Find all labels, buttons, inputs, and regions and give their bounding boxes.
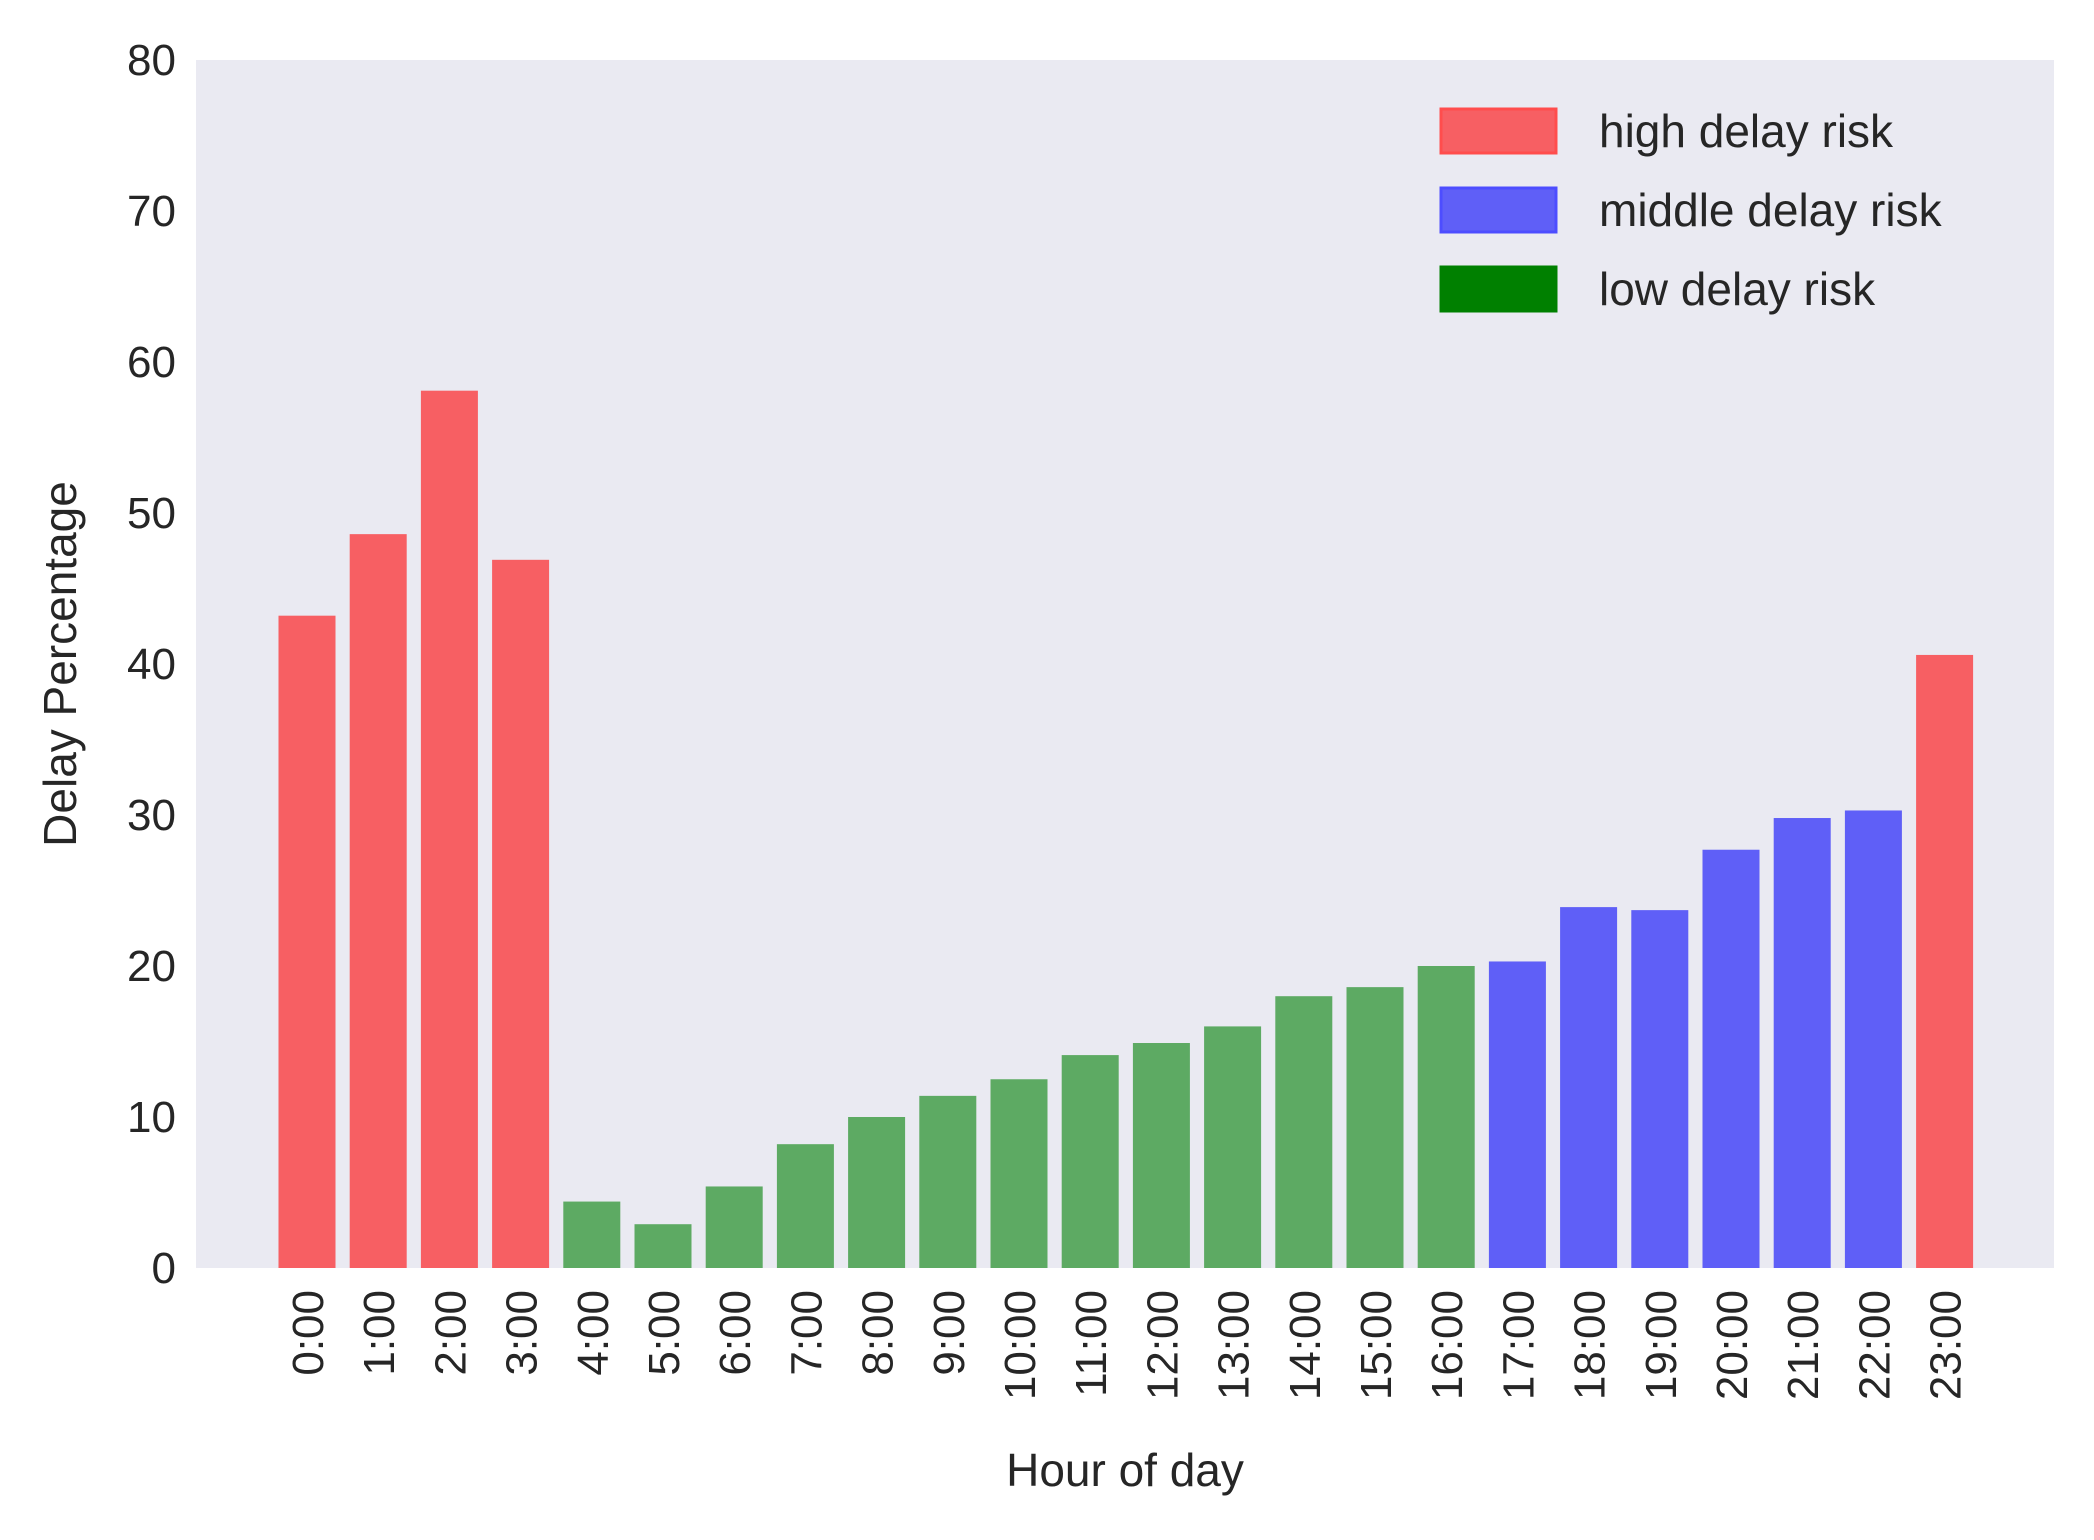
x-tick-label: 7:00 (782, 1290, 831, 1376)
bar-1-00 (349, 534, 407, 1268)
y-axis-ticks: 0 10 20 30 40 50 60 70 80 (127, 36, 176, 1293)
y-tick-label: 10 (127, 1093, 176, 1142)
legend-swatch-middle (1439, 186, 1558, 234)
bar-4-00 (563, 1201, 621, 1268)
x-tick-label: 5:00 (640, 1290, 689, 1376)
x-tick-label: 4:00 (569, 1290, 618, 1376)
bar-5-00 (634, 1224, 692, 1268)
x-tick-label: 13:00 (1210, 1290, 1259, 1400)
y-axis-label: Delay Percentage (34, 481, 86, 847)
bar-9-00 (919, 1095, 977, 1268)
bar-11-00 (1061, 1055, 1119, 1268)
bar-21-00 (1773, 818, 1831, 1268)
legend-label-high: high delay risk (1599, 105, 1894, 157)
legend-swatch-low (1439, 265, 1558, 313)
x-tick-label: 2:00 (426, 1290, 475, 1376)
x-tick-label: 8:00 (854, 1290, 903, 1376)
x-axis-ticks: 0:00 1:00 2:00 3:00 4:00 5:00 6:00 7:00 8:00 9:00… (284, 1290, 1971, 1400)
bar-23-00 (1916, 654, 1974, 1268)
x-tick-label: 3:00 (498, 1290, 547, 1376)
x-tick-label: 19:00 (1637, 1290, 1686, 1400)
x-tick-label: 21:00 (1779, 1290, 1828, 1400)
y-tick-label: 60 (127, 338, 176, 387)
bar-19-00 (1631, 910, 1689, 1268)
x-tick-label: 11:00 (1067, 1290, 1116, 1397)
x-tick-label: 16:00 (1423, 1290, 1472, 1400)
bar-7-00 (776, 1144, 834, 1268)
x-tick-label: 20:00 (1708, 1290, 1757, 1400)
x-tick-label: 23:00 (1922, 1290, 1971, 1400)
x-tick-label: 18:00 (1566, 1290, 1615, 1400)
y-tick-label: 0 (152, 1244, 176, 1293)
legend-label-low: low delay risk (1599, 263, 1876, 315)
legend-label-middle: middle delay risk (1599, 184, 1943, 236)
y-tick-label: 80 (127, 36, 176, 85)
x-tick-label: 15:00 (1352, 1290, 1401, 1400)
bar-17-00 (1488, 961, 1546, 1268)
y-tick-label: 40 (127, 640, 176, 689)
bar-3-00 (492, 559, 550, 1268)
x-tick-label: 9:00 (925, 1290, 974, 1376)
bar-18-00 (1560, 907, 1618, 1268)
x-tick-label: 17:00 (1494, 1290, 1543, 1400)
x-tick-label: 10:00 (996, 1290, 1045, 1400)
legend-swatch-high (1439, 107, 1558, 155)
bar-13-00 (1204, 1026, 1262, 1268)
x-tick-label: 12:00 (1138, 1290, 1187, 1400)
x-tick-label: 0:00 (284, 1290, 333, 1376)
bar-0-00 (278, 615, 336, 1268)
bar-15-00 (1346, 987, 1404, 1268)
bar-20-00 (1702, 849, 1760, 1268)
bar-12-00 (1132, 1043, 1190, 1268)
y-tick-label: 50 (127, 489, 176, 538)
y-tick-label: 30 (127, 791, 176, 840)
bar-16-00 (1417, 966, 1475, 1268)
x-tick-label: 1:00 (355, 1290, 404, 1376)
bar-10-00 (990, 1079, 1048, 1268)
bar-2-00 (420, 390, 478, 1268)
bar-22-00 (1844, 810, 1902, 1268)
bars-group (278, 390, 1974, 1268)
y-tick-label: 70 (127, 187, 176, 236)
y-tick-label: 20 (127, 942, 176, 991)
bar-14-00 (1275, 996, 1333, 1268)
x-tick-label: 14:00 (1281, 1290, 1330, 1400)
bar-8-00 (848, 1117, 906, 1268)
x-tick-label: 22:00 (1850, 1290, 1899, 1400)
bar-6-00 (705, 1186, 763, 1268)
legend: high delay risk middle delay risk low dela… (1439, 105, 1943, 315)
x-tick-label: 6:00 (711, 1290, 760, 1376)
x-axis-label: Hour of day (1006, 1444, 1244, 1496)
